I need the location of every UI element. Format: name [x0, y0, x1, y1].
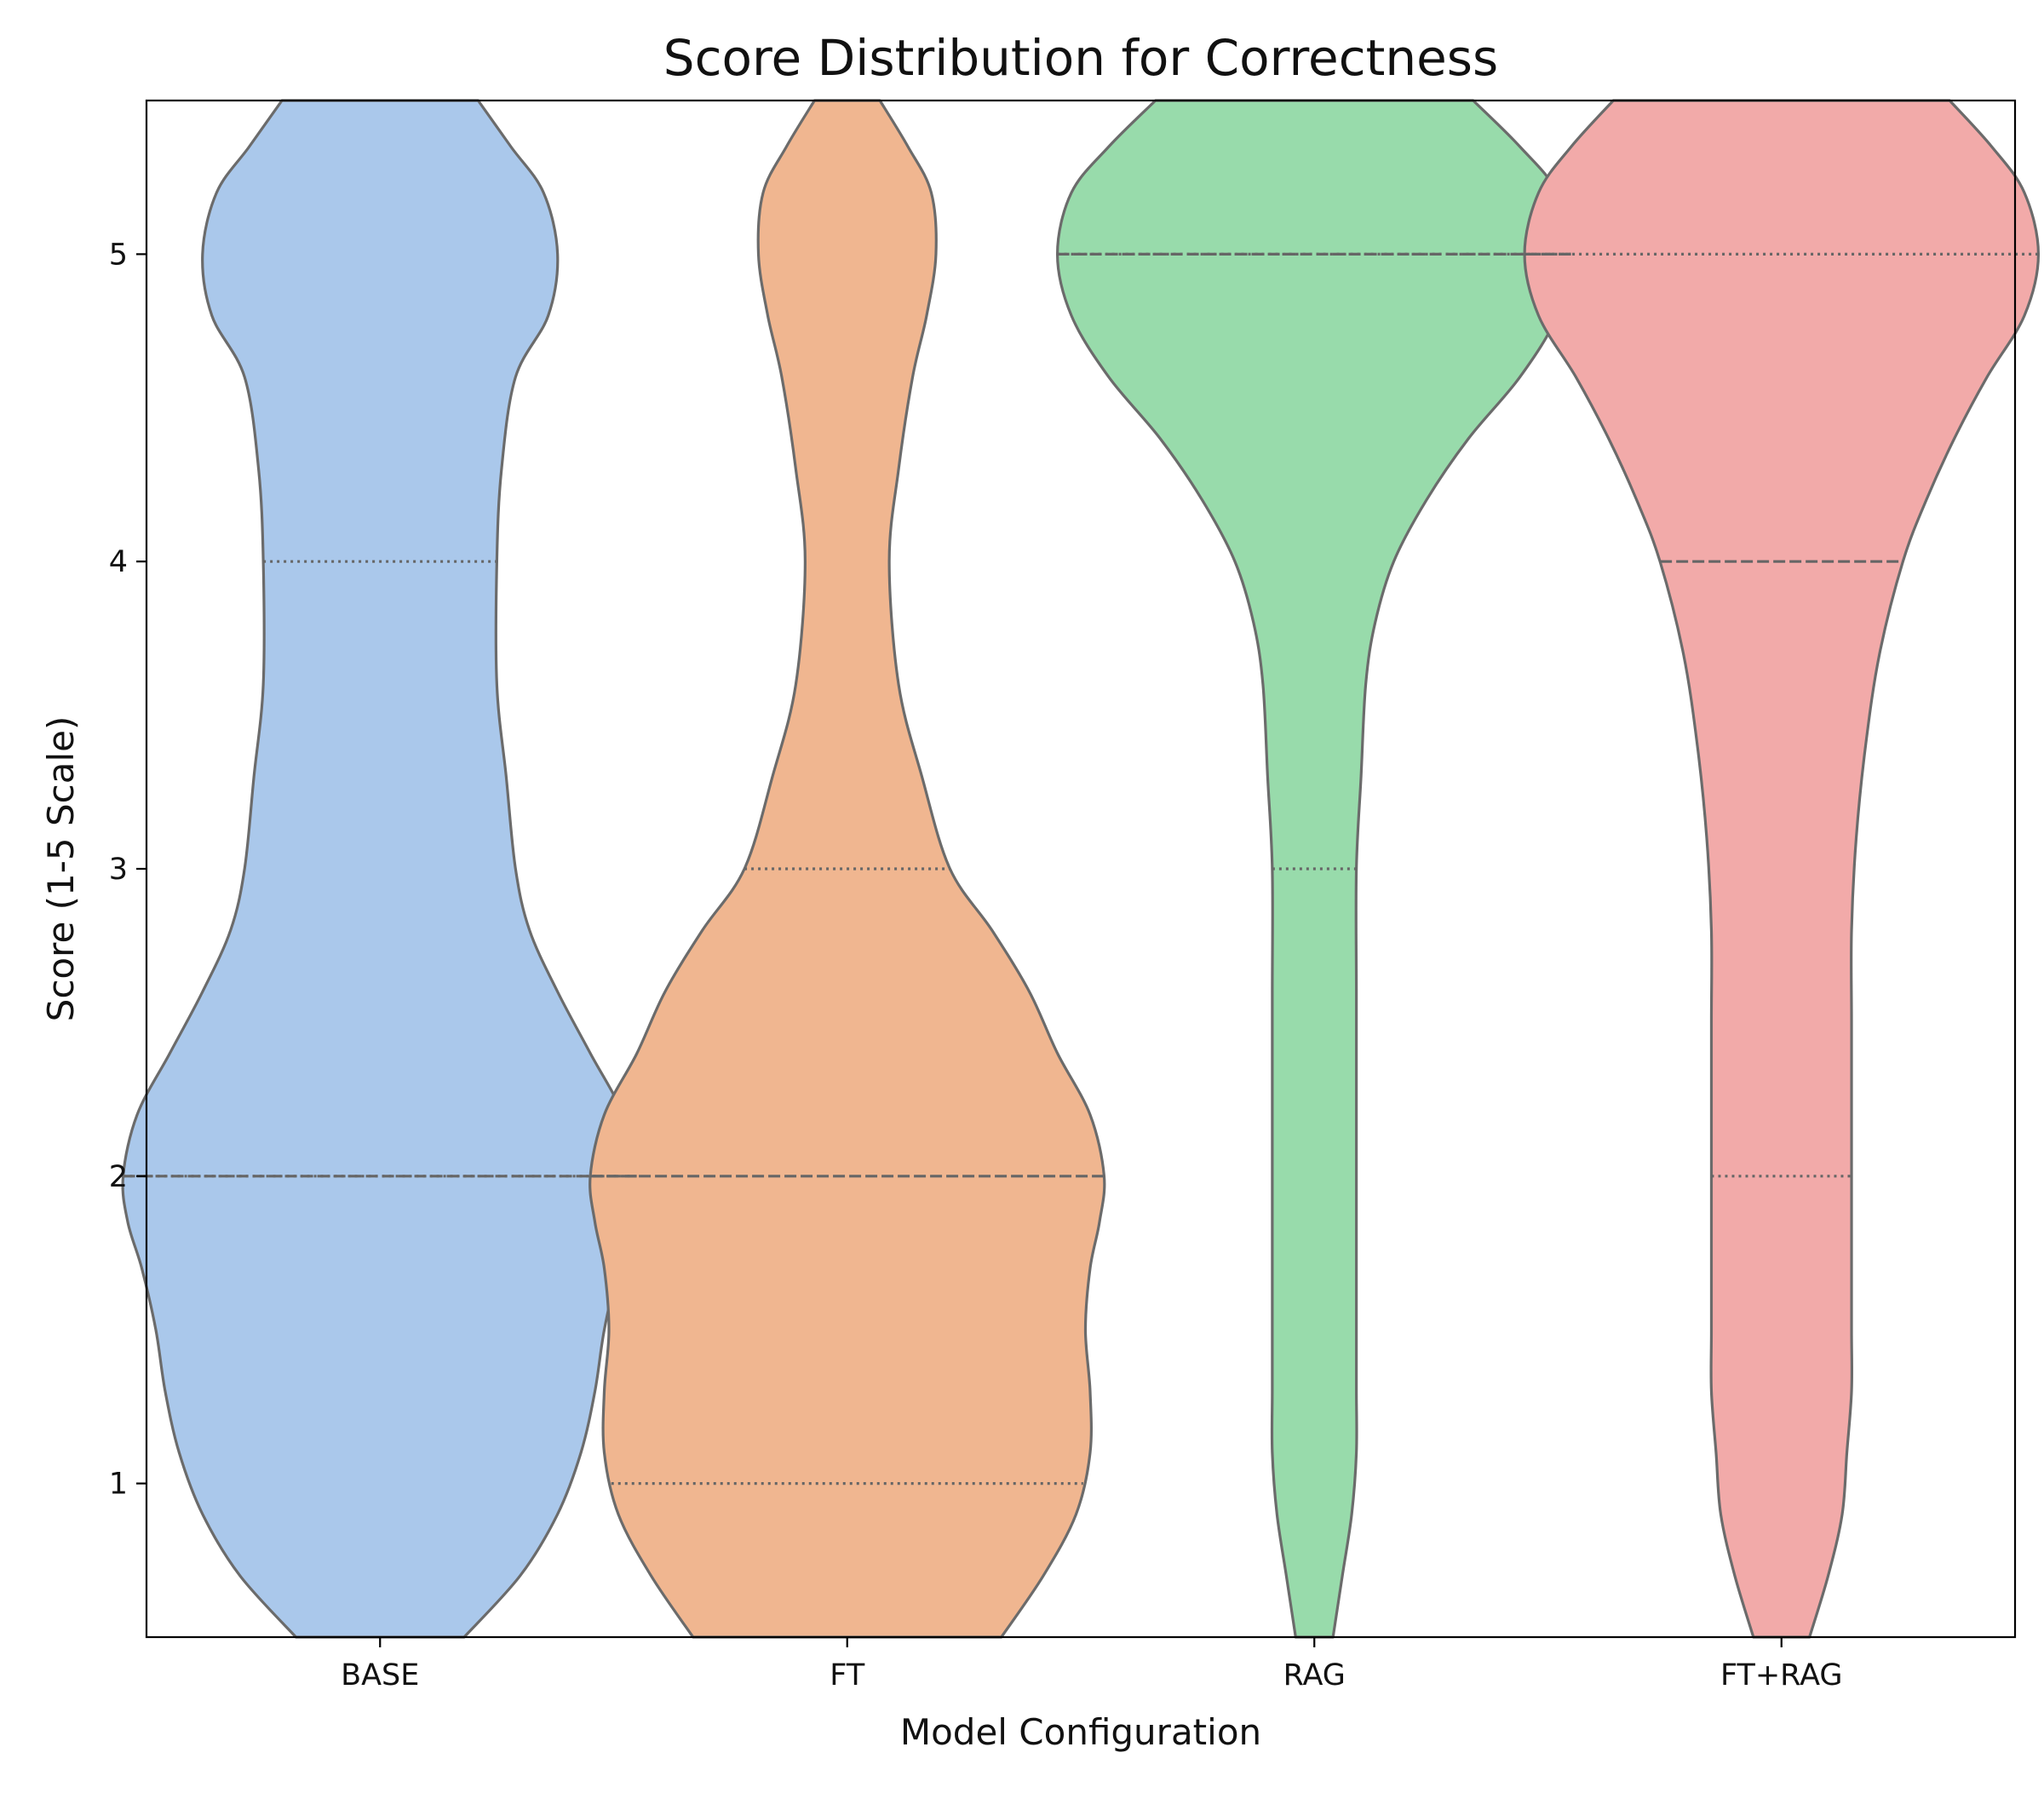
y-axis: 1 2 3 4 5 — [109, 238, 146, 1502]
x-tick-label: BASE — [341, 1658, 419, 1692]
y-tick-label: 5 — [109, 238, 128, 272]
y-axis-label: Score (1-5 Scale) — [40, 716, 82, 1022]
x-axis-label: Model Configuration — [900, 1711, 1261, 1753]
x-tick-label: RAG — [1283, 1658, 1346, 1692]
violins-layer — [121, 99, 2041, 1639]
y-tick-label: 1 — [109, 1468, 128, 1502]
quartile-lines-layer — [123, 252, 2039, 1486]
y-tick-label: 3 — [109, 853, 128, 887]
chart-title: Score Distribution for Correctness — [663, 29, 1498, 87]
violin-ft-rag — [1523, 99, 2041, 1639]
y-tick-label: 2 — [109, 1160, 128, 1194]
y-tick-label: 4 — [109, 545, 128, 579]
x-tick-label: FT — [830, 1658, 865, 1692]
x-axis: BASE FT RAG FT+RAG — [341, 1637, 1843, 1692]
violin-base — [121, 99, 639, 1639]
x-tick-label: FT+RAG — [1720, 1658, 1843, 1692]
